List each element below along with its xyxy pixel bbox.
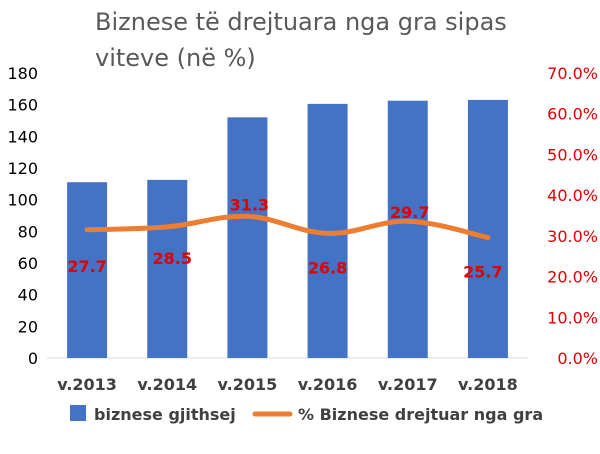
left-tick-label: 40 (18, 286, 38, 305)
data-label: 31.3 (230, 195, 269, 214)
data-label: 26.8 (308, 258, 347, 277)
bar (67, 182, 108, 358)
category-label: v.2017 (378, 375, 438, 394)
left-tick-label: 20 (18, 317, 38, 336)
category-label: v.2014 (137, 375, 197, 394)
right-tick-label: 70.0% (547, 64, 598, 83)
right-axis: 0.0% 10.0% 20.0% 30.0% 40.0% 50.0% 60.0% 70.0% (547, 64, 598, 368)
legend-label: biznese gjithsej (94, 405, 236, 424)
left-tick-label: 180 (7, 64, 38, 83)
bar (227, 117, 268, 358)
left-axis: 0 20 40 60 80 100 120 140 160 180 (7, 64, 38, 368)
category-label: v.2013 (57, 375, 117, 394)
legend: biznese gjithsej % Biznese drejtuar nga g… (70, 405, 543, 424)
data-label: 28.5 (153, 249, 192, 268)
legend-swatch-bar (70, 405, 86, 421)
data-label: 29.7 (390, 203, 429, 222)
line-series: 27.7 28.5 31.3 26.8 29.7 25.7 (67, 195, 502, 281)
category-label: v.2015 (218, 375, 278, 394)
left-tick-label: 120 (7, 159, 38, 178)
left-tick-label: 160 (7, 96, 38, 115)
chart-title-line-1: Biznese të drejtuara nga gra sipas (95, 8, 507, 36)
bar (467, 99, 508, 359)
legend-label: % Biznese drejtuar nga gra (298, 405, 543, 424)
right-tick-label: 60.0% (547, 105, 598, 124)
right-tick-label: 40.0% (547, 186, 598, 205)
right-tick-label: 0.0% (557, 349, 598, 368)
series-line (84, 213, 491, 240)
left-tick-label: 60 (18, 254, 38, 273)
left-tick-label: 100 (7, 191, 38, 210)
bar (387, 100, 428, 358)
left-tick-label: 0 (28, 349, 38, 368)
data-label: 27.7 (67, 257, 106, 276)
right-tick-label: 50.0% (547, 145, 598, 164)
category-label: v.2016 (298, 375, 358, 394)
right-tick-label: 30.0% (547, 227, 598, 246)
right-tick-label: 20.0% (547, 268, 598, 287)
bar (147, 179, 188, 358)
left-tick-label: 80 (18, 222, 38, 241)
data-label: 25.7 (463, 262, 502, 281)
category-axis: v.2013 v.2014 v.2015 v.2016 v.2017 v.2018 (57, 375, 518, 394)
chart-title-line-2: viteve (në %) (95, 44, 256, 72)
left-tick-label: 140 (7, 127, 38, 146)
right-tick-label: 10.0% (547, 308, 598, 327)
category-label: v.2018 (458, 375, 518, 394)
chart-title: Biznese të drejtuara nga gra sipas vitev… (95, 8, 507, 72)
